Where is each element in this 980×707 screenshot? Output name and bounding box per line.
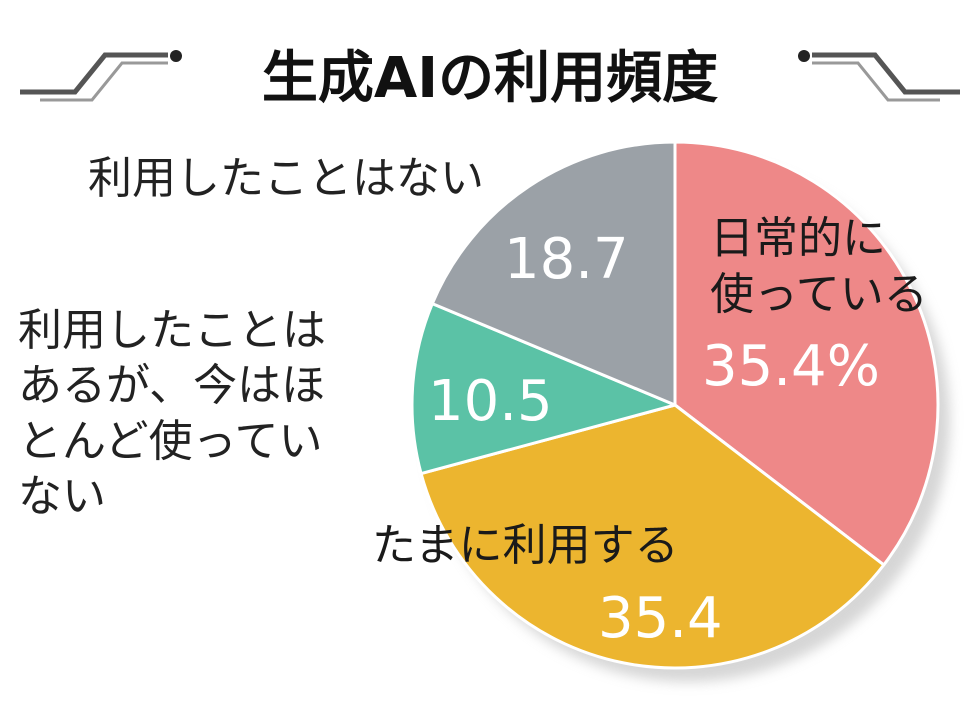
category-label-line: 利用したことは: [18, 305, 326, 356]
slice-category-label-daily: 日常的に 使っている: [710, 213, 928, 320]
category-label-line: 利用したことはない: [88, 153, 484, 204]
pie-slice-never: [430, 140, 677, 407]
category-label-line: 日常的に: [710, 213, 886, 264]
slice-value-label-sometimes: 35.4: [598, 586, 723, 651]
category-label-line: あるが、今はほ: [18, 360, 325, 411]
category-label-line: ない: [18, 471, 106, 522]
slice-category-label-sometimes: たまに利用する: [372, 520, 679, 571]
pie-slice-daily: [673, 140, 940, 567]
pie-slice-rarely-now: [410, 302, 677, 476]
pie-slices: [410, 140, 940, 670]
pie-slice-sometimes: [419, 403, 886, 670]
category-label-line: とんど使ってい: [18, 416, 322, 467]
chart-title: 生成AIの利用頻度: [262, 46, 718, 111]
slice-category-label-rarely-now: 利用したことは あるが、今はほ とんど使ってい ない: [18, 305, 326, 522]
title-ornament-left: [20, 50, 182, 102]
category-label-line: たまに利用する: [372, 520, 679, 571]
slice-value-label-never: 18.7: [504, 227, 629, 292]
slice-value-label-rarely-now: 10.5: [428, 369, 553, 434]
slice-category-label-never: 利用したことはない: [88, 153, 484, 204]
slice-value-label-daily: 35.4%: [702, 334, 880, 399]
title-ornament-right: [798, 50, 960, 102]
category-label-line: 使っている: [710, 269, 928, 320]
